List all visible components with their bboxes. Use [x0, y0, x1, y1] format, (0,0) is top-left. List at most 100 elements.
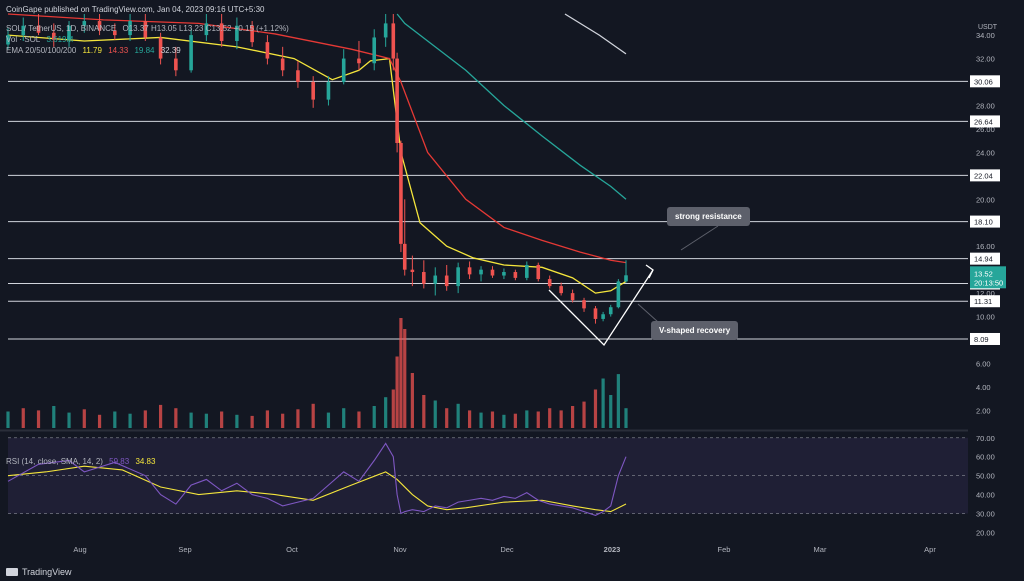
- candle-body: [97, 21, 102, 31]
- volume-legend: Vol · SOL 3.619M: [6, 35, 77, 44]
- rsi-band: [0, 429, 968, 514]
- publisher-line: CoinGape published on TradingView.com, J…: [6, 5, 265, 14]
- rsi-tick-label: 40.00: [976, 491, 995, 500]
- level-badge: [970, 252, 1000, 265]
- volume-bar: [609, 395, 613, 428]
- price-axis: 34.0032.0030.0028.0026.0024.0022.0020.00…: [970, 31, 1006, 537]
- candle-body: [6, 35, 10, 45]
- volume-bar: [128, 413, 132, 428]
- tradingview-logo-icon: [6, 568, 18, 576]
- brand-label: TradingView: [22, 567, 72, 577]
- callout-pointer: [680, 225, 719, 251]
- rsi-tick-label: 20.00: [976, 528, 995, 537]
- volume-bar: [36, 410, 41, 428]
- time-tick-label: Dec: [500, 545, 514, 554]
- candle-body: [82, 21, 87, 26]
- rsi-legend-label[interactable]: RSI (14, close, SMA, 14, 2): [6, 457, 103, 466]
- candle-body: [174, 58, 178, 71]
- candle-body: [219, 23, 224, 41]
- ema-legend-value-200: 32.39: [160, 46, 181, 55]
- candle-body: [422, 272, 426, 284]
- ema-legend-value-20: 11.79: [82, 46, 102, 55]
- volume-bar: [536, 411, 540, 428]
- time-tick-label: Apr: [924, 545, 936, 554]
- current-price-badge: [970, 266, 1006, 289]
- time-tick-label: Nov: [393, 545, 407, 554]
- candle-body: [250, 25, 254, 43]
- candle-body: [372, 37, 377, 64]
- support-resistance-levels: [8, 80, 968, 340]
- candle-body: [410, 269, 415, 273]
- candle-body: [189, 35, 193, 71]
- volume-legend-value: 3.619M: [46, 35, 74, 44]
- volume-bar: [189, 412, 193, 428]
- volume-bar: [174, 408, 178, 428]
- rsi-line: [7, 442, 627, 516]
- candle-body: [467, 267, 472, 275]
- candle-body: [383, 23, 388, 38]
- volume-bar: [559, 410, 563, 428]
- price-tick-label: 34.00: [976, 31, 995, 40]
- ema50-line: [7, 13, 627, 264]
- candle-body: [326, 82, 331, 100]
- level-badge-label: 22.04: [974, 171, 993, 180]
- volume-legend-label[interactable]: Vol · SOL: [6, 35, 41, 44]
- candle-body: [399, 143, 403, 244]
- volume-bar: [601, 378, 605, 428]
- candle-body: [525, 264, 529, 278]
- rsi-sma-value: 34.83: [135, 457, 156, 466]
- rsi-tick-label: 30.00: [976, 510, 995, 519]
- v-arrow-head: [645, 264, 654, 279]
- level-badge: [970, 169, 1000, 182]
- trend-drawings: [548, 225, 719, 347]
- volume-bar: [67, 412, 71, 428]
- volume-bar: [97, 414, 102, 428]
- price-tick-label: 32.00: [976, 55, 995, 64]
- rsi-legend: RSI (14, close, SMA, 14, 2) 59.83 34.83: [6, 457, 159, 466]
- price-tick-label: 24.00: [976, 148, 995, 157]
- volume-bar: [143, 410, 147, 428]
- ema-legend-value-50: 14.33: [108, 46, 129, 55]
- currency-label: USDT: [978, 24, 998, 31]
- candle-body: [158, 37, 163, 59]
- volume-bars: [6, 318, 628, 428]
- candle-body: [235, 25, 239, 41]
- level-badge-label: 18.10: [974, 218, 993, 227]
- volume-bar: [548, 408, 552, 428]
- level-badge: [970, 332, 1000, 345]
- symbol-label[interactable]: SOL / TetherUS, 1D, BINANCE: [6, 24, 117, 33]
- candle-body: [433, 275, 438, 284]
- candle-body: [479, 269, 483, 275]
- candle-body: [570, 293, 575, 301]
- ema-legend-label[interactable]: EMA 20/50/100/200: [6, 46, 77, 55]
- candle-body: [204, 23, 209, 36]
- volume-bar: [235, 414, 239, 428]
- volume-bar: [479, 412, 483, 428]
- candle-body: [456, 267, 460, 287]
- volume-bar: [158, 404, 163, 428]
- volume-bar: [624, 408, 628, 428]
- candle-body: [395, 58, 399, 144]
- volume-bar: [467, 410, 472, 428]
- candle-body: [265, 42, 270, 59]
- price-tick-label: 16.00: [976, 242, 995, 251]
- volume-bar: [525, 410, 529, 428]
- candle-body: [559, 286, 563, 294]
- rsi-tick-label: 60.00: [976, 453, 995, 462]
- price-tick-label: 28.00: [976, 101, 995, 110]
- volume-bar: [296, 409, 300, 428]
- volume-bar: [6, 411, 10, 428]
- volume-bar: [395, 356, 399, 428]
- volume-bar: [616, 374, 620, 428]
- level-badge: [970, 295, 1000, 308]
- ema200-line: [564, 13, 627, 55]
- symbol-line: SOL / TetherUS, 1D, BINANCE O13.37 H13.0…: [6, 24, 293, 33]
- volume-bar: [456, 403, 460, 428]
- candle-body: [391, 23, 396, 59]
- candlesticks: [6, 14, 628, 324]
- volume-bar: [570, 406, 575, 428]
- candle-body: [444, 275, 449, 287]
- price-tick-label: 2.00: [976, 406, 991, 415]
- volume-bar: [326, 412, 331, 428]
